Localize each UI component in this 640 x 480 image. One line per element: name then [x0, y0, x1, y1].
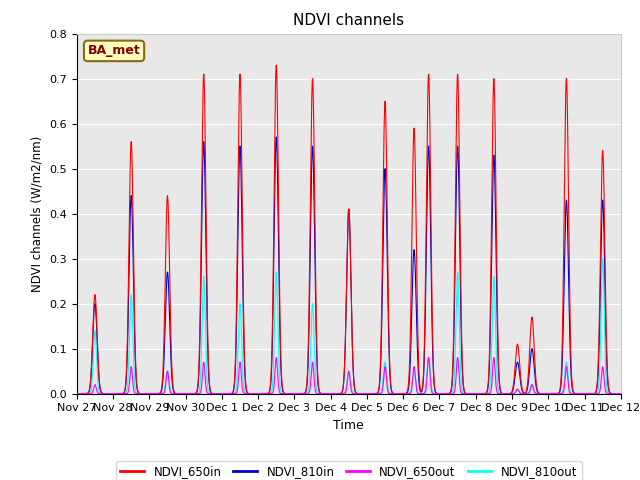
NDVI_650in — [184, 391, 191, 396]
NDVI_650out — [424, 361, 431, 367]
NDVI_810out — [189, 391, 197, 396]
NDVI_810in — [73, 391, 81, 396]
NDVI_650in — [617, 391, 625, 396]
NDVI_810out — [184, 391, 191, 396]
Title: NDVI channels: NDVI channels — [293, 13, 404, 28]
NDVI_650out — [184, 391, 191, 396]
NDVI_650in — [73, 391, 81, 396]
Line: NDVI_650in: NDVI_650in — [77, 65, 621, 394]
NDVI_650out — [501, 391, 509, 396]
X-axis label: Time: Time — [333, 419, 364, 432]
NDVI_650out — [189, 391, 197, 396]
NDVI_650in — [273, 62, 280, 68]
NDVI_810in — [276, 352, 284, 358]
NDVI_650out — [615, 391, 623, 396]
Y-axis label: NDVI channels (W/m2/nm): NDVI channels (W/m2/nm) — [31, 135, 44, 292]
NDVI_810in — [189, 391, 197, 396]
Text: BA_met: BA_met — [88, 44, 140, 58]
NDVI_810out — [424, 359, 431, 364]
Line: NDVI_810out: NDVI_810out — [77, 259, 621, 394]
NDVI_810out — [617, 391, 625, 396]
NDVI_810out — [73, 391, 81, 396]
Line: NDVI_810in: NDVI_810in — [77, 137, 621, 394]
NDVI_650out — [617, 391, 625, 396]
NDVI_650out — [490, 355, 498, 360]
NDVI_650in — [276, 341, 284, 347]
NDVI_810out — [276, 386, 284, 392]
NDVI_810in — [273, 134, 280, 140]
NDVI_650in — [615, 391, 623, 396]
NDVI_650in — [424, 90, 431, 96]
NDVI_810out — [501, 391, 509, 396]
NDVI_650out — [276, 391, 284, 396]
NDVI_810out — [599, 256, 607, 262]
NDVI_810in — [615, 391, 623, 396]
NDVI_810in — [617, 391, 625, 396]
Legend: NDVI_650in, NDVI_810in, NDVI_650out, NDVI_810out: NDVI_650in, NDVI_810in, NDVI_650out, NDV… — [116, 461, 582, 480]
NDVI_810in — [501, 391, 509, 396]
Line: NDVI_650out: NDVI_650out — [77, 358, 621, 394]
NDVI_650in — [501, 391, 509, 396]
NDVI_810in — [184, 391, 191, 396]
NDVI_810in — [424, 157, 431, 163]
NDVI_810out — [363, 391, 371, 396]
NDVI_650in — [189, 391, 197, 396]
NDVI_650out — [73, 391, 81, 396]
NDVI_810out — [615, 391, 623, 396]
